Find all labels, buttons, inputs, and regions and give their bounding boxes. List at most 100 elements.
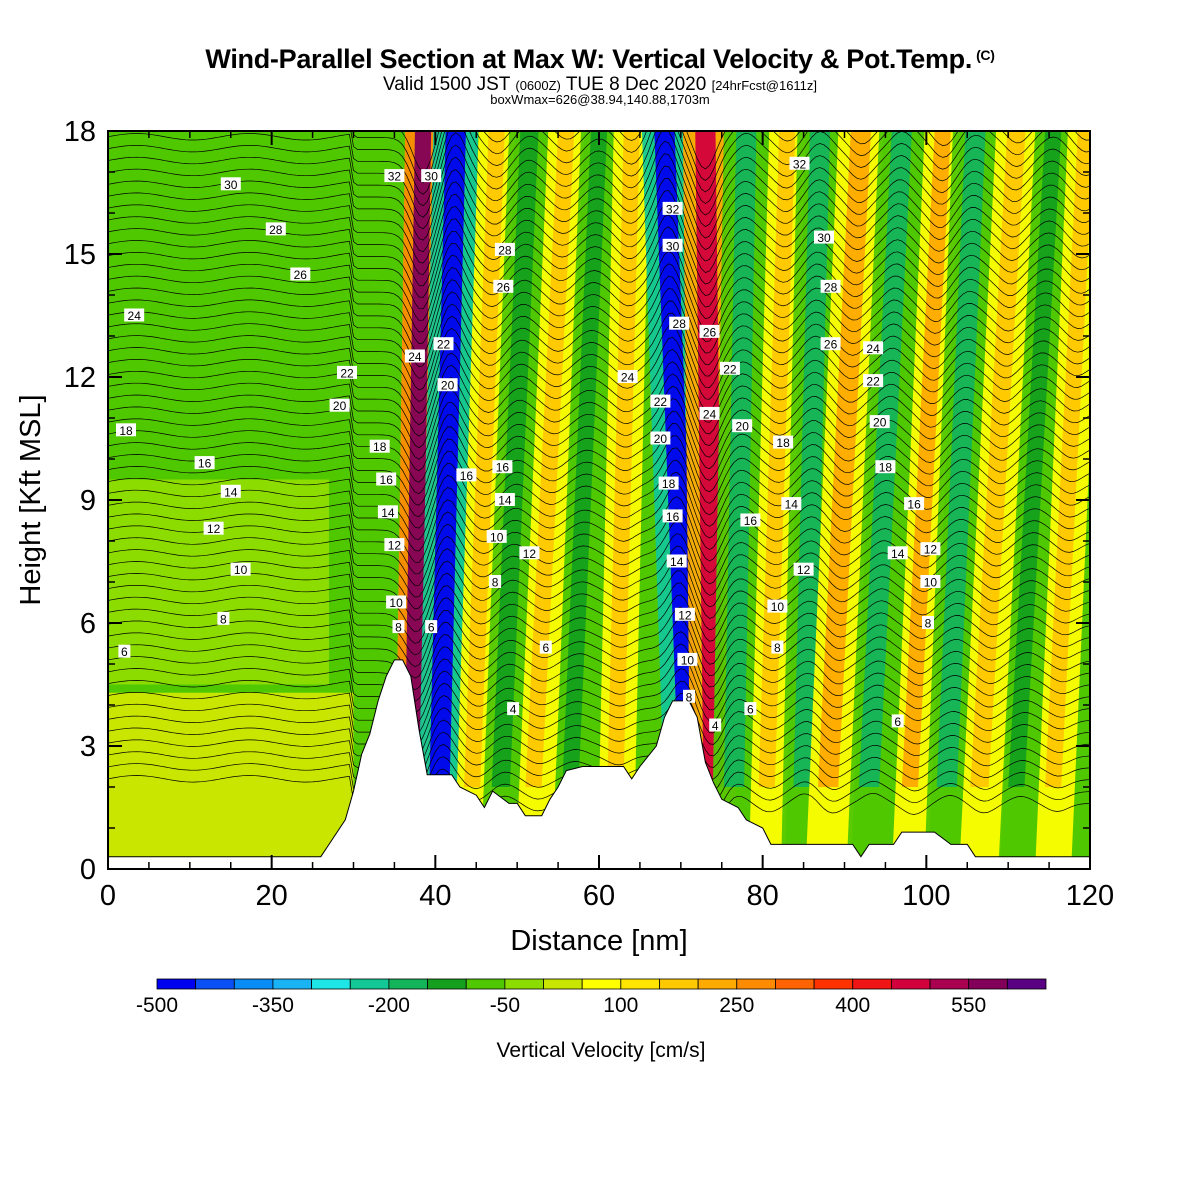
wave-core — [936, 131, 986, 787]
theta-label-text: 6 — [542, 641, 549, 655]
x-tick-label: 60 — [583, 880, 615, 912]
colorbar-swatch — [156, 978, 197, 990]
theta-contour — [108, 178, 1090, 264]
theta-label-bg — [920, 542, 941, 556]
theta-label: 6 — [425, 620, 438, 635]
theta-label-bg — [203, 521, 224, 535]
theta-label: 16 — [376, 472, 397, 487]
theta-label-bg — [875, 460, 896, 474]
theta-label-bg — [863, 374, 884, 388]
theta-label: 30 — [814, 230, 834, 245]
theta-contour — [108, 361, 1090, 437]
wave-core — [758, 131, 796, 787]
theta-label-text: 20 — [333, 399, 347, 413]
theta-contour — [108, 140, 1090, 230]
theta-label: 18 — [875, 460, 896, 475]
colorbar-swatch — [272, 978, 313, 990]
theta-label: 8 — [683, 689, 695, 704]
theta-label-text: 24 — [703, 407, 717, 421]
theta-label-text: 12 — [207, 522, 221, 536]
theta-label: 6 — [118, 644, 131, 659]
theta-label-text: 16 — [198, 457, 212, 471]
theta-label-text: 24 — [408, 350, 422, 364]
theta-label: 14 — [494, 493, 515, 508]
chart-title: Wind-Parallel Section at Max W: Vertical… — [0, 44, 1200, 75]
theta-label: 16 — [456, 468, 477, 483]
theta-label-bg — [265, 222, 286, 236]
theta-label-bg — [922, 616, 934, 629]
theta-contour — [108, 385, 1090, 460]
colorbar-tick-label: 100 — [603, 994, 638, 1017]
x-tick-label: 40 — [419, 880, 451, 912]
x-tick-label: 80 — [747, 880, 779, 912]
theta-label-text: 16 — [666, 510, 680, 524]
theta-label-text: 6 — [894, 715, 901, 729]
theta-label-text: 8 — [925, 617, 932, 631]
theta-contour — [108, 520, 1090, 586]
colorbar-swatch — [852, 978, 892, 990]
theta-label-text: 28 — [673, 317, 687, 331]
colorbar-tick-label: 400 — [835, 994, 870, 1017]
theta-label-bg — [773, 435, 794, 449]
theta-label-text: 10 — [771, 600, 785, 614]
theta-label-text: 26 — [294, 268, 308, 282]
valid-utc: (0600Z) — [515, 78, 561, 93]
wave-core — [858, 131, 912, 787]
colorbar-swatch — [349, 978, 390, 990]
theta-label-bg — [863, 341, 884, 355]
theta-label-bg — [456, 468, 477, 482]
theta-label-bg — [486, 529, 507, 543]
theta-label: 14 — [377, 505, 398, 520]
theta-contour — [108, 643, 1090, 702]
theta-label-bg — [740, 513, 761, 527]
theta-label: 22 — [650, 394, 671, 409]
theta-label: 20 — [437, 378, 458, 393]
theta-label-bg — [683, 689, 695, 703]
theta-label: 8 — [489, 575, 502, 590]
theta-contour — [108, 238, 1090, 321]
copyright-mark: (C) — [976, 47, 995, 63]
theta-contour — [108, 410, 1090, 483]
theta-label-bg — [369, 439, 390, 453]
theta-label: 12 — [793, 562, 814, 577]
theta-contour — [108, 483, 1090, 552]
wave-core — [1008, 131, 1062, 787]
theta-label-text: 26 — [703, 325, 717, 339]
theta-contour — [108, 703, 1090, 760]
theta-labels: 30 28 26 24 22 20 18 16 14 12 10 8 6 32 30 18 16 14 12 10 8 2… — [116, 156, 941, 733]
colorbar-swatch — [659, 978, 699, 990]
theta-label-text: 24 — [866, 342, 880, 356]
theta-label-bg — [539, 640, 552, 654]
box-info: boxWmax=626@38.94,140.88,1703m — [490, 92, 710, 107]
theta-label: 22 — [433, 337, 454, 352]
theta-label-bg — [118, 644, 131, 658]
theta-label-text: 6 — [121, 645, 128, 659]
chart-title-text: Wind-Parallel Section at Max W: Vertical… — [205, 44, 973, 74]
theta-label-text: 16 — [460, 469, 474, 483]
theta-label-text: 10 — [924, 576, 938, 590]
theta-label-bg — [217, 611, 230, 625]
colorbar-swatch — [427, 978, 467, 990]
theta-label: 28 — [265, 222, 286, 237]
theta-label-bg — [220, 484, 241, 498]
theta-label-text: 18 — [776, 436, 790, 450]
theta-contour — [108, 655, 1090, 714]
theta-label-text: 22 — [654, 395, 668, 409]
colorbar-swatch — [233, 978, 274, 990]
theta-label-bg — [329, 398, 350, 412]
theta-label-text: 24 — [128, 309, 142, 323]
theta-contour — [108, 594, 1090, 656]
colorbar-swatch — [504, 978, 544, 990]
theta-label-bg — [709, 718, 722, 732]
colorbar-swatch — [465, 978, 506, 990]
theta-label-bg — [494, 242, 515, 256]
theta-label: 28 — [494, 242, 515, 257]
theta-label: 12 — [384, 538, 405, 553]
theta-label: 26 — [699, 324, 720, 339]
theta-label: 16 — [740, 513, 761, 528]
colorbar-tick-label: -500 — [136, 994, 178, 1017]
theta-label-bg — [194, 456, 215, 470]
theta-contour — [108, 508, 1090, 575]
theta-label-bg — [384, 538, 405, 552]
